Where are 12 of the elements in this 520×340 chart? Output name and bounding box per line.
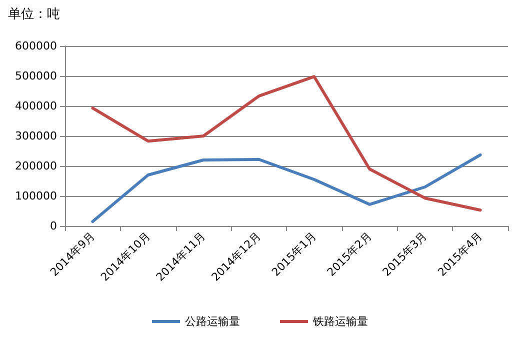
line-series: [91, 75, 482, 212]
legend-label: 铁路运输量: [312, 315, 368, 328]
y-tick-label: 200000: [15, 160, 57, 172]
y-tick-label: 300000: [15, 130, 57, 142]
y-tick-label: 600000: [15, 40, 57, 52]
line-series: [91, 153, 482, 223]
y-tick-label: 100000: [15, 190, 57, 202]
legend-label: 公路运输量: [185, 315, 240, 328]
y-tick-label: 400000: [15, 100, 57, 112]
y-axis-title: 单位：吨: [8, 7, 60, 22]
y-tick-label: 500000: [15, 70, 57, 82]
y-tick-label: 0: [50, 220, 57, 232]
